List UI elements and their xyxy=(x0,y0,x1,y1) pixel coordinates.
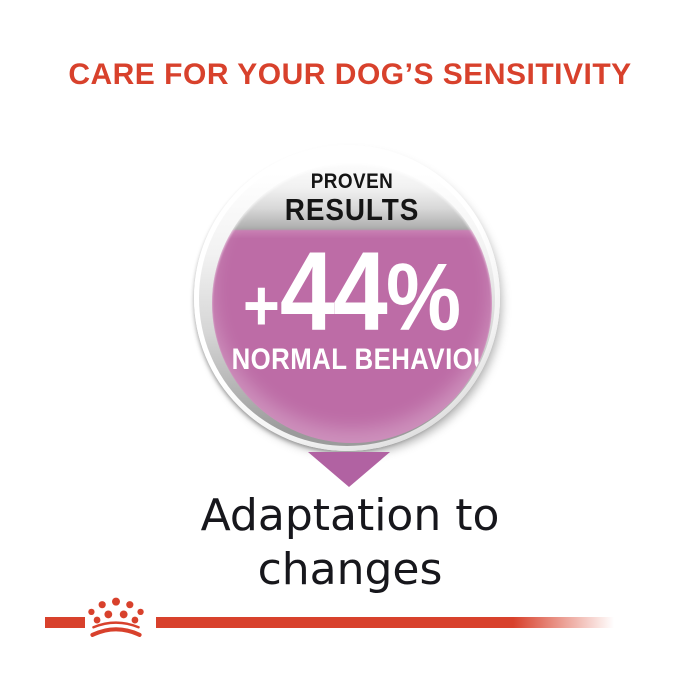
stat-plus: + xyxy=(242,266,280,346)
stat-percent: % xyxy=(385,244,462,351)
triangle-down-icon xyxy=(308,452,390,487)
badge-metallic-ring: PROVEN RESULTS +44% NORMAL BEHAVIOUR xyxy=(199,150,495,446)
stat-caption: NORMAL BEHAVIOUR xyxy=(231,343,492,376)
claim-line2: changes xyxy=(257,544,443,595)
badge-eyebrow-line1: PROVEN xyxy=(310,170,394,193)
stat-number: 44 xyxy=(279,229,388,354)
stat-row: +44% xyxy=(229,236,475,348)
headline: CARE FOR YOUR DOG’S SENSITIVITY xyxy=(68,58,632,91)
badge-eyebrow: PROVEN RESULTS xyxy=(226,169,478,227)
badge-face: PROVEN RESULTS +44% NORMAL BEHAVIOUR xyxy=(212,163,492,443)
results-badge: PROVEN RESULTS +44% NORMAL BEHAVIOUR xyxy=(194,145,500,451)
badge-eyebrow-line2: RESULTS xyxy=(284,192,420,227)
royal-canin-crown-icon xyxy=(86,596,146,639)
footer-divider-right xyxy=(156,617,614,628)
claim-line1: Adaptation to xyxy=(200,490,500,541)
footer-divider-left xyxy=(45,617,85,628)
claim: Adaptation to changes xyxy=(0,489,700,597)
